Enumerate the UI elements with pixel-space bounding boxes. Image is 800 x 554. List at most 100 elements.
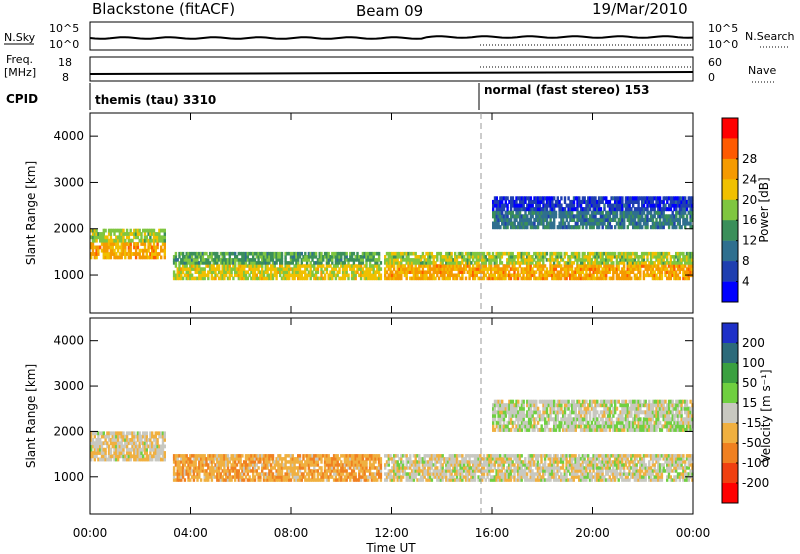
echo-cell (416, 276, 419, 281)
echo-cell (359, 258, 363, 262)
echo-cell (540, 221, 543, 226)
echo-cell (192, 469, 196, 473)
echo-cell (392, 273, 396, 278)
echo-cell (334, 475, 338, 479)
echo-cell (391, 478, 394, 482)
echo-cell (246, 276, 249, 281)
echo-cell (526, 221, 529, 226)
echo-cell (140, 441, 143, 446)
echo-cell (194, 454, 197, 458)
echo-cell (560, 203, 563, 208)
echo-cell (459, 475, 462, 479)
echo-cell (127, 245, 131, 250)
echo-cell (493, 264, 496, 268)
echo-cell (464, 469, 468, 473)
echo-cell (322, 475, 325, 479)
echo-cell (124, 434, 127, 439)
echo-cell (232, 466, 235, 470)
echo-cell (409, 264, 412, 268)
echo-cell (106, 457, 109, 462)
echo-cell (414, 469, 417, 473)
echo-cell (594, 221, 597, 226)
echo-cell (125, 438, 129, 442)
echo-cell (115, 444, 118, 449)
echo-cell (493, 255, 496, 259)
echo-cell (504, 217, 507, 222)
echo-cell (248, 457, 251, 461)
echo-cell (152, 238, 156, 243)
echo-cell (297, 267, 300, 271)
echo-cell (183, 258, 187, 262)
echo-cell (500, 475, 504, 479)
echo-cell (524, 217, 527, 222)
echo-cell (455, 460, 459, 464)
echo-cell (391, 276, 394, 281)
echo-cell (621, 207, 624, 212)
echo-cell (372, 475, 375, 479)
echo-cell (221, 463, 224, 467)
echo-cell (666, 221, 669, 226)
echo-cell (680, 199, 683, 204)
echo-cell (235, 469, 239, 473)
echo-cell (597, 270, 601, 274)
echo-cell (318, 472, 321, 476)
echo-cell (122, 444, 125, 449)
echo-cell (279, 270, 282, 274)
echo-cell (441, 255, 444, 259)
nsky-label: N.Sky (4, 31, 36, 44)
echo-cell (499, 225, 502, 230)
echo-cell (259, 454, 262, 458)
echo-cell (107, 447, 111, 452)
echo-cell (273, 251, 276, 256)
echo-cell (470, 454, 473, 458)
echo-cell (142, 454, 145, 459)
echo-cell (472, 466, 475, 470)
echo-cell (492, 207, 495, 212)
echo-cell (359, 475, 363, 479)
echo-cell (441, 258, 444, 262)
echo-cell (615, 270, 619, 274)
echo-cell (270, 267, 273, 271)
echo-cell (612, 196, 615, 201)
echo-cell (531, 267, 534, 271)
echo-cell (543, 251, 547, 256)
echo-cell (423, 475, 426, 479)
echo-cell (394, 463, 398, 467)
echo-cell (91, 454, 95, 459)
echo-cell (304, 463, 307, 467)
echo-cell (644, 273, 647, 278)
echo-cell (506, 273, 509, 278)
echo-cell (273, 264, 276, 268)
echo-cell (332, 463, 336, 467)
echo-cell (473, 255, 477, 259)
echo-cell (104, 457, 107, 462)
echo-cell (493, 276, 496, 281)
echo-cell (255, 454, 258, 458)
echo-cell (212, 475, 215, 479)
echo-cell (180, 258, 183, 262)
echo-cell (311, 472, 314, 476)
echo-cell (377, 475, 381, 479)
echo-cell (605, 264, 608, 268)
echo-cell (680, 251, 683, 256)
echo-cell (235, 273, 239, 278)
echo-cell (624, 210, 628, 215)
echo-cell (490, 457, 493, 461)
echo-cell (187, 469, 190, 473)
echo-cell (129, 451, 132, 455)
echo-cell (484, 267, 487, 271)
echo-cell (349, 466, 352, 470)
echo-cell (592, 251, 595, 256)
echo-cell (391, 475, 394, 479)
echo-cell (336, 258, 339, 262)
echo-cell (313, 251, 316, 256)
echo-cell (579, 261, 583, 265)
echo-cell (279, 478, 282, 482)
echo-cell (302, 457, 305, 461)
echo-cell (356, 258, 359, 262)
echo-cell (452, 258, 455, 262)
echo-cell (583, 221, 586, 226)
echo-cell (241, 478, 244, 482)
echo-cell (111, 245, 114, 250)
echo-cell (93, 447, 96, 452)
